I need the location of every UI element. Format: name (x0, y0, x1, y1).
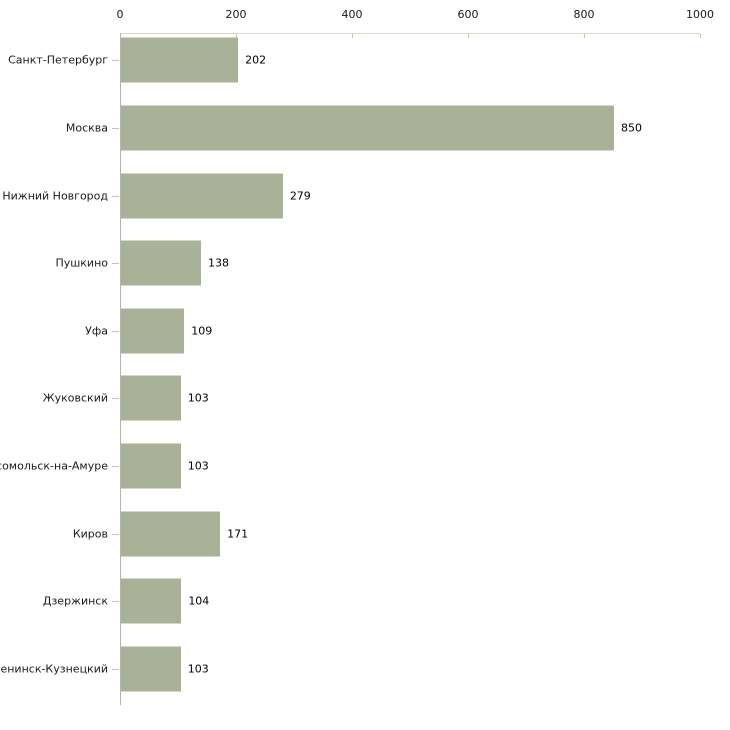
category-label: Ленинск-Кузнецкий (0, 635, 108, 703)
category-tick-mark (112, 263, 119, 265)
bar (121, 578, 182, 624)
x-axis-tick-label: 400 (341, 8, 363, 21)
x-axis-tick-label: 800 (573, 8, 595, 21)
x-axis-tick-mark (468, 34, 469, 38)
category-label: Жуковский (0, 365, 108, 433)
category-tick-mark (112, 330, 119, 332)
x-axis-tick-mark (700, 34, 701, 38)
category-label-text: Жуковский (42, 391, 108, 405)
category-label: Киров (0, 500, 108, 568)
category-label-text: Пушкино (55, 256, 108, 270)
x-axis-tick-label: 600 (457, 8, 479, 21)
value-label: 279 (289, 189, 311, 203)
bar-row: Москва 850 (0, 94, 730, 162)
value-label: 850 (621, 121, 642, 135)
category-label: Уфа (0, 297, 108, 365)
bar-row: Дзержинск 104 (0, 568, 730, 636)
category-label-text: Киров (72, 527, 108, 541)
value-label: 103 (187, 459, 209, 473)
category-tick-mark (112, 60, 119, 62)
bar-row: Нижний Новгород 279 (0, 162, 730, 230)
value-label: 103 (187, 662, 209, 676)
bar (121, 37, 239, 83)
category-label: Нижний Новгород (0, 162, 108, 230)
category-tick-mark (112, 195, 119, 197)
category-tick-mark (112, 466, 119, 468)
value-label: 202 (245, 53, 267, 67)
bar-row: Пушкино 138 (0, 230, 730, 298)
category-tick-mark (112, 601, 119, 603)
value-label: 138 (208, 256, 230, 270)
bar-row: Комсомольск-на-Амуре 103 (0, 432, 730, 500)
bar-row: Санкт-Петербург 202 (0, 27, 730, 95)
x-axis-tick-mark (236, 34, 237, 38)
bar-row: Ленинск-Кузнецкий 103 (0, 635, 730, 703)
x-axis-tick-label: 1000 (686, 8, 714, 21)
value-label: 103 (187, 391, 209, 405)
value-label: 104 (188, 594, 210, 608)
category-label: Санкт-Петербург (0, 27, 108, 95)
top-axis-line (120, 33, 700, 34)
bar (121, 511, 221, 557)
bar-row: Киров 171 (0, 500, 730, 568)
bar (121, 173, 283, 219)
bar-row: Жуковский 103 (0, 365, 730, 433)
value-label: 109 (191, 324, 213, 338)
category-label: Комсомольск-на-Амуре (0, 432, 108, 500)
bar (121, 240, 202, 286)
category-tick-mark (112, 668, 119, 670)
category-label: Москва (0, 94, 108, 162)
category-label-text: Нижний Новгород (2, 189, 108, 203)
x-axis-tick-label: 200 (225, 8, 247, 21)
category-tick-mark (112, 128, 119, 130)
category-label: Дзержинск (0, 568, 108, 636)
category-label-text: Дзержинск (42, 594, 108, 608)
category-tick-mark (112, 533, 119, 535)
x-axis-tick-label: 0 (116, 8, 124, 21)
bar-row: Уфа 109 (0, 297, 730, 365)
category-label-text: Комсомольск-на-Амуре (0, 459, 108, 473)
bar (121, 646, 181, 692)
left-axis-line (120, 33, 121, 705)
category-label-text: Ленинск-Кузнецкий (0, 662, 108, 676)
category-label-text: Москва (65, 121, 108, 135)
category-label: Пушкино (0, 230, 108, 298)
category-tick-mark (112, 398, 119, 400)
category-label-text: Уфа (85, 324, 108, 338)
bar (121, 443, 181, 489)
x-axis-tick-mark (352, 34, 353, 38)
bar (121, 375, 181, 421)
bar (121, 308, 185, 354)
bar (121, 105, 614, 151)
category-label-text: Санкт-Петербург (8, 53, 108, 67)
value-label: 171 (227, 527, 249, 541)
x-axis-tick-mark (584, 34, 585, 38)
